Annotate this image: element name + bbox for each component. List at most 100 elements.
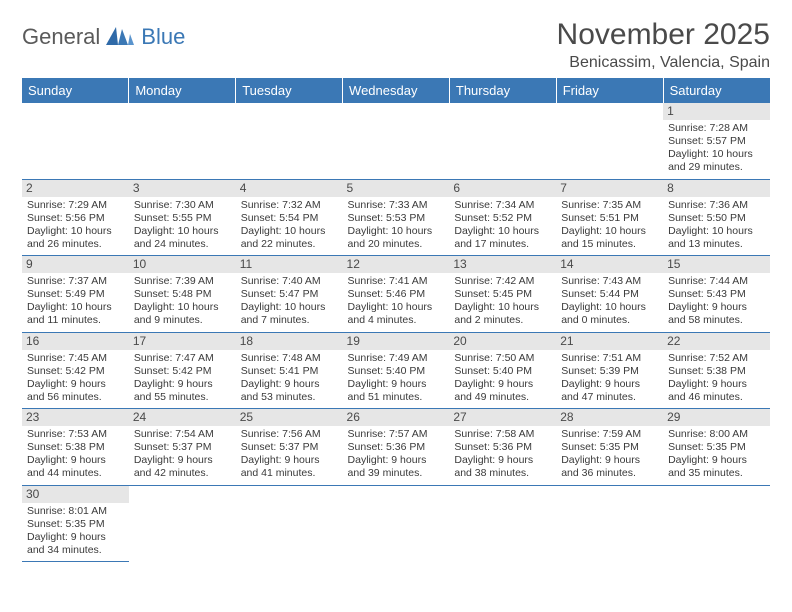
calendar-day-cell [129,103,236,179]
calendar-day-cell: 17Sunrise: 7:47 AMSunset: 5:42 PMDayligh… [129,332,236,409]
calendar-day-cell: 18Sunrise: 7:48 AMSunset: 5:41 PMDayligh… [236,332,343,409]
daylight-line: Daylight: 10 hours and 0 minutes. [561,301,658,327]
day-number: 8 [663,180,770,197]
day-details: Sunrise: 7:32 AMSunset: 5:54 PMDaylight:… [241,199,338,252]
sunrise-line: Sunrise: 7:28 AM [668,122,765,135]
sunrise-line: Sunrise: 7:34 AM [454,199,551,212]
sunset-line: Sunset: 5:35 PM [27,518,124,531]
sunrise-line: Sunrise: 7:42 AM [454,275,551,288]
daylight-line: Daylight: 10 hours and 29 minutes. [668,148,765,174]
day-number: 26 [343,409,450,426]
calendar-body: 1Sunrise: 7:28 AMSunset: 5:57 PMDaylight… [22,103,770,562]
calendar-day-cell: 1Sunrise: 7:28 AMSunset: 5:57 PMDaylight… [663,103,770,179]
day-details: Sunrise: 7:51 AMSunset: 5:39 PMDaylight:… [561,352,658,405]
day-number: 21 [556,333,663,350]
day-details: Sunrise: 7:49 AMSunset: 5:40 PMDaylight:… [348,352,445,405]
day-number: 5 [343,180,450,197]
calendar-week-row: 16Sunrise: 7:45 AMSunset: 5:42 PMDayligh… [22,332,770,409]
calendar-day-cell: 27Sunrise: 7:58 AMSunset: 5:36 PMDayligh… [449,409,556,486]
day-details: Sunrise: 7:48 AMSunset: 5:41 PMDaylight:… [241,352,338,405]
day-number: 25 [236,409,343,426]
month-title: November 2025 [557,18,770,52]
day-number: 30 [22,486,129,503]
calendar-day-cell [343,103,450,179]
day-details: Sunrise: 8:01 AMSunset: 5:35 PMDaylight:… [27,505,124,558]
daylight-line: Daylight: 9 hours and 58 minutes. [668,301,765,327]
daylight-line: Daylight: 9 hours and 56 minutes. [27,378,124,404]
calendar-day-cell: 26Sunrise: 7:57 AMSunset: 5:36 PMDayligh… [343,409,450,486]
calendar-day-cell: 10Sunrise: 7:39 AMSunset: 5:48 PMDayligh… [129,256,236,333]
header: General Blue November 2025 Benicassim, V… [22,18,770,72]
day-details: Sunrise: 7:39 AMSunset: 5:48 PMDaylight:… [134,275,231,328]
day-details: Sunrise: 7:41 AMSunset: 5:46 PMDaylight:… [348,275,445,328]
calendar-day-cell: 9Sunrise: 7:37 AMSunset: 5:49 PMDaylight… [22,256,129,333]
sunset-line: Sunset: 5:38 PM [668,365,765,378]
sunrise-line: Sunrise: 7:41 AM [348,275,445,288]
daylight-line: Daylight: 9 hours and 51 minutes. [348,378,445,404]
day-number: 7 [556,180,663,197]
sunrise-line: Sunrise: 7:57 AM [348,428,445,441]
daylight-line: Daylight: 9 hours and 55 minutes. [134,378,231,404]
calendar-week-row: 1Sunrise: 7:28 AMSunset: 5:57 PMDaylight… [22,103,770,179]
weekday-header: Tuesday [236,78,343,103]
calendar-day-cell: 12Sunrise: 7:41 AMSunset: 5:46 PMDayligh… [343,256,450,333]
calendar-day-cell [236,485,343,562]
calendar-day-cell [129,485,236,562]
sunrise-line: Sunrise: 7:43 AM [561,275,658,288]
sunset-line: Sunset: 5:47 PM [241,288,338,301]
daylight-line: Daylight: 9 hours and 36 minutes. [561,454,658,480]
sunrise-line: Sunrise: 7:58 AM [454,428,551,441]
day-number: 11 [236,256,343,273]
weekday-header: Monday [129,78,236,103]
calendar-day-cell: 8Sunrise: 7:36 AMSunset: 5:50 PMDaylight… [663,179,770,256]
sunrise-line: Sunrise: 7:35 AM [561,199,658,212]
sunset-line: Sunset: 5:53 PM [348,212,445,225]
calendar-day-cell [449,103,556,179]
daylight-line: Daylight: 10 hours and 4 minutes. [348,301,445,327]
sunrise-line: Sunrise: 7:49 AM [348,352,445,365]
sunset-line: Sunset: 5:50 PM [668,212,765,225]
sunset-line: Sunset: 5:36 PM [348,441,445,454]
sunset-line: Sunset: 5:40 PM [348,365,445,378]
sunset-line: Sunset: 5:35 PM [668,441,765,454]
sunset-line: Sunset: 5:49 PM [27,288,124,301]
sunrise-line: Sunrise: 7:45 AM [27,352,124,365]
calendar-week-row: 2Sunrise: 7:29 AMSunset: 5:56 PMDaylight… [22,179,770,256]
sunset-line: Sunset: 5:45 PM [454,288,551,301]
day-details: Sunrise: 7:47 AMSunset: 5:42 PMDaylight:… [134,352,231,405]
logo-text-blue: Blue [141,24,185,50]
daylight-line: Daylight: 10 hours and 13 minutes. [668,225,765,251]
calendar-day-cell: 3Sunrise: 7:30 AMSunset: 5:55 PMDaylight… [129,179,236,256]
daylight-line: Daylight: 10 hours and 2 minutes. [454,301,551,327]
daylight-line: Daylight: 10 hours and 26 minutes. [27,225,124,251]
day-number: 28 [556,409,663,426]
day-number: 19 [343,333,450,350]
daylight-line: Daylight: 9 hours and 44 minutes. [27,454,124,480]
daylight-line: Daylight: 10 hours and 24 minutes. [134,225,231,251]
day-details: Sunrise: 7:34 AMSunset: 5:52 PMDaylight:… [454,199,551,252]
daylight-line: Daylight: 9 hours and 42 minutes. [134,454,231,480]
day-number: 3 [129,180,236,197]
day-number: 6 [449,180,556,197]
weekday-header: Thursday [449,78,556,103]
calendar-day-cell: 14Sunrise: 7:43 AMSunset: 5:44 PMDayligh… [556,256,663,333]
day-number: 29 [663,409,770,426]
daylight-line: Daylight: 9 hours and 49 minutes. [454,378,551,404]
day-number: 2 [22,180,129,197]
calendar-day-cell: 24Sunrise: 7:54 AMSunset: 5:37 PMDayligh… [129,409,236,486]
calendar-day-cell: 29 Sunrise: 8:00 AMSunset: 5:35 PMDayligh… [663,409,770,486]
calendar-day-cell [556,103,663,179]
daylight-line: Daylight: 9 hours and 38 minutes. [454,454,551,480]
day-details: Sunrise: 8:00 AMSunset: 5:35 PMDaylight:… [668,428,765,481]
daylight-line: Daylight: 10 hours and 9 minutes. [134,301,231,327]
calendar-day-cell [663,485,770,562]
calendar-day-cell: 30 Sunrise: 8:01 AMSunset: 5:35 PMDayligh… [22,485,129,562]
sunrise-line: Sunrise: 7:29 AM [27,199,124,212]
sunset-line: Sunset: 5:40 PM [454,365,551,378]
sunrise-line: Sunrise: 7:40 AM [241,275,338,288]
daylight-line: Daylight: 10 hours and 17 minutes. [454,225,551,251]
sunset-line: Sunset: 5:48 PM [134,288,231,301]
sunset-line: Sunset: 5:46 PM [348,288,445,301]
daylight-line: Daylight: 10 hours and 11 minutes. [27,301,124,327]
calendar-day-cell: 7Sunrise: 7:35 AMSunset: 5:51 PMDaylight… [556,179,663,256]
